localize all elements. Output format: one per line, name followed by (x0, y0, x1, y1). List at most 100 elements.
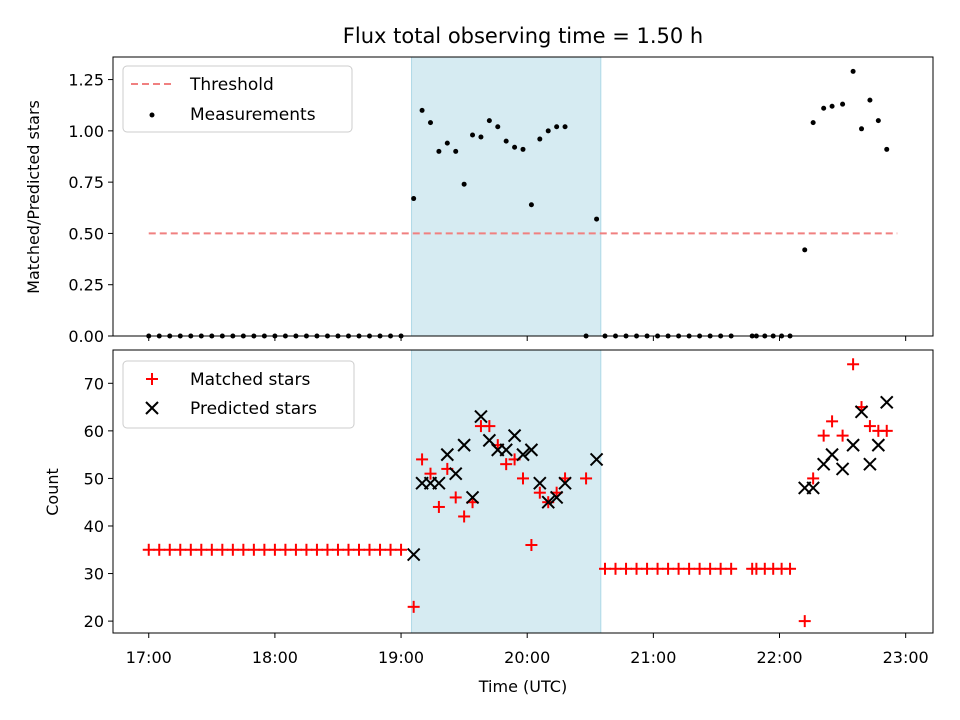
matched-star-point (216, 543, 229, 556)
y-tick-label: 40 (84, 517, 104, 536)
measurement-point (436, 148, 442, 154)
matched-star-point (580, 472, 593, 485)
matched-star-point (163, 543, 176, 556)
matched-star-point (374, 543, 387, 556)
legend-measurements-swatch (149, 112, 155, 118)
predicted-star-point (589, 452, 604, 467)
top-panel: 0.00 0.25 0.50 0.75 1.00 1.25 Flux total obse… (24, 24, 934, 346)
matched-star-point (517, 472, 529, 485)
matched-star-point (289, 543, 302, 556)
measurement-point (478, 134, 484, 140)
predicted-star-point (524, 443, 539, 457)
predicted-star-point (835, 462, 850, 476)
predicted-star-point (449, 466, 463, 481)
measurement-point (802, 247, 808, 253)
matched-star-point (704, 562, 717, 575)
measurement-point (850, 68, 856, 74)
measurement-point (444, 140, 450, 146)
matched-star-point (725, 562, 738, 575)
y-tick-label: 20 (84, 612, 104, 631)
matched-star-point (714, 562, 727, 575)
x-axis-label: Time (UTC) (478, 677, 567, 696)
matched-star-point (195, 543, 208, 556)
matched-star-point (184, 543, 197, 556)
matched-star-point (880, 424, 893, 437)
y-tick-label: 60 (84, 422, 104, 441)
matched-star-point (847, 358, 860, 371)
matched-star-point (331, 543, 344, 556)
measurement-point (427, 120, 433, 126)
predicted-star-point (846, 438, 860, 452)
bottom-y-ticks: 20 30 40 50 60 70 (84, 374, 113, 631)
x-tick-label: 20:00 (504, 648, 550, 667)
bottom-panel: 20 30 40 50 60 70 17:00 18:00 19:00 20:00 21:00 22… (43, 349, 934, 696)
bottom-legend: Matched stars Predicted stars (122, 360, 355, 429)
matched-star-point (424, 467, 437, 480)
measurement-point (453, 148, 459, 154)
bottom-highlight-span (411, 349, 602, 634)
measurement-point (495, 124, 501, 130)
matched-star-point (247, 543, 260, 556)
matched-star-point (817, 429, 830, 442)
measurement-point (810, 120, 816, 126)
measurement-point (419, 107, 425, 113)
matched-star-point (279, 543, 292, 556)
legend-threshold-label: Threshold (189, 75, 274, 95)
matched-star-point (237, 543, 250, 556)
matched-star-point (384, 543, 397, 556)
matched-star-point (693, 562, 706, 575)
matched-star-point (641, 562, 654, 575)
predicted-star-point (533, 476, 547, 490)
matched-star-point (620, 562, 633, 575)
matched-star-point (662, 562, 675, 575)
legend-measurements-label: Measurements (190, 105, 316, 125)
x-tick-label: 18:00 (252, 648, 298, 667)
matched-star-point (353, 543, 365, 556)
top-highlight-span (411, 56, 602, 337)
matched-star-point (784, 562, 797, 575)
highlight-span-rect (411, 56, 602, 337)
measurement-point (562, 124, 568, 130)
matched-star-point (458, 510, 471, 523)
predicted-star-point (406, 547, 421, 562)
measurement-point (520, 146, 526, 152)
y-tick-label: 0.50 (68, 224, 104, 243)
x-tick-label: 23:00 (883, 648, 929, 667)
x-tick-label: 22:00 (756, 648, 802, 667)
legend-predicted-swatch (145, 401, 159, 415)
legend-matched-swatch (146, 373, 158, 385)
matched-star-point (432, 500, 445, 513)
measurement-point (512, 144, 518, 150)
measurement-point (829, 103, 835, 109)
matched-star-point (836, 429, 849, 442)
predicted-star-point (854, 405, 869, 419)
matched-star-point (395, 543, 408, 556)
matched-star-point (807, 472, 820, 485)
predicted-star-point (516, 447, 530, 462)
chart-title: Flux total observing time = 1.50 h (343, 24, 703, 48)
predicted-star-point (474, 409, 488, 424)
matched-star-point (500, 458, 513, 471)
legend-predicted-label: Predicted stars (190, 399, 317, 419)
matched-star-point (342, 543, 355, 556)
predicted-star-point (880, 395, 894, 410)
matched-star-point (609, 562, 622, 575)
legend-matched-label: Matched stars (190, 370, 310, 390)
matched-star-point (321, 543, 334, 556)
bottom-x-ticks: 17:00 18:00 19:00 20:00 21:00 22:00 23:00 (126, 633, 929, 667)
matched-star-point (599, 562, 611, 575)
matched-star-point (174, 543, 187, 556)
predicted-star-point (465, 490, 480, 505)
y-tick-label: 1.25 (68, 71, 104, 90)
x-tick-label: 19:00 (378, 648, 424, 667)
matched-star-point (630, 562, 643, 575)
bottom-predicted-stars (406, 395, 894, 562)
y-tick-label: 1.00 (68, 122, 104, 141)
matched-star-point (525, 539, 538, 552)
measurement-point (840, 101, 846, 107)
predicted-star-point (871, 438, 886, 452)
y-tick-label: 50 (84, 469, 104, 488)
matched-star-point (407, 600, 420, 613)
measurement-point (461, 181, 467, 187)
